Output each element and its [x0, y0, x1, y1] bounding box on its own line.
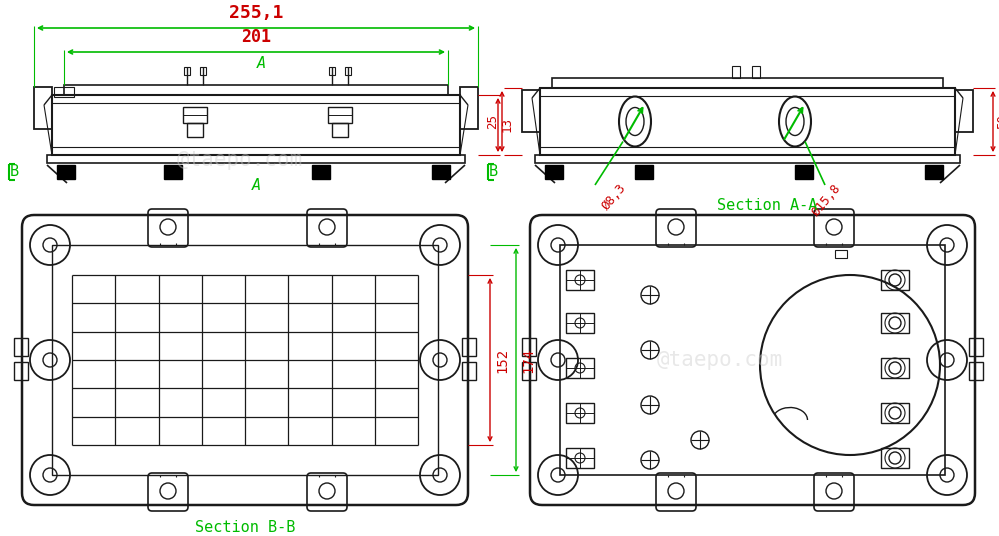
Bar: [881, 403, 909, 423]
Bar: [52, 245, 438, 475]
Text: @taepo.com: @taepo.com: [657, 350, 783, 370]
Bar: [881, 358, 909, 378]
Bar: [969, 362, 983, 380]
Bar: [732, 66, 740, 78]
Text: 255,1: 255,1: [229, 4, 283, 22]
Bar: [462, 362, 476, 380]
Bar: [535, 155, 960, 163]
Bar: [312, 165, 330, 179]
Bar: [566, 403, 594, 423]
Bar: [14, 362, 28, 380]
Bar: [881, 448, 909, 468]
Text: A: A: [252, 177, 261, 192]
Bar: [566, 313, 594, 333]
Bar: [57, 165, 75, 179]
Text: Ø8,3: Ø8,3: [600, 181, 629, 213]
Text: 201: 201: [241, 28, 271, 46]
Text: Section B-B: Section B-B: [195, 519, 295, 534]
Text: 174: 174: [521, 347, 535, 373]
Bar: [552, 78, 943, 88]
Bar: [566, 270, 594, 290]
Text: A: A: [257, 56, 266, 71]
Bar: [329, 67, 335, 75]
Bar: [540, 88, 955, 155]
Text: B: B: [489, 165, 498, 180]
Text: 50: 50: [996, 114, 999, 129]
Bar: [47, 155, 465, 163]
Bar: [332, 123, 348, 137]
Bar: [560, 245, 945, 475]
Text: Ø15,8: Ø15,8: [810, 182, 844, 219]
Text: 152: 152: [495, 347, 509, 373]
Bar: [328, 107, 352, 123]
Bar: [52, 95, 460, 155]
Text: Section A-A: Section A-A: [717, 197, 818, 212]
Bar: [522, 362, 536, 380]
Bar: [925, 165, 943, 179]
Bar: [345, 67, 351, 75]
Bar: [64, 85, 448, 95]
Bar: [566, 358, 594, 378]
Bar: [955, 90, 973, 132]
Text: @taepo.com: @taepo.com: [177, 150, 303, 170]
Bar: [460, 87, 478, 129]
Bar: [14, 338, 28, 356]
Bar: [969, 338, 983, 356]
Bar: [54, 87, 74, 97]
Bar: [183, 107, 207, 123]
Bar: [566, 448, 594, 468]
Text: B: B: [9, 165, 19, 180]
Bar: [635, 165, 653, 179]
Text: 13: 13: [501, 117, 514, 132]
Bar: [522, 338, 536, 356]
Bar: [164, 165, 182, 179]
Bar: [795, 165, 813, 179]
Bar: [200, 67, 206, 75]
Bar: [881, 270, 909, 290]
Bar: [432, 165, 450, 179]
Bar: [545, 165, 563, 179]
Bar: [34, 87, 52, 129]
Bar: [462, 338, 476, 356]
Bar: [835, 250, 847, 258]
Text: 25: 25: [486, 114, 499, 129]
Bar: [881, 313, 909, 333]
Bar: [184, 67, 190, 75]
Bar: [752, 66, 760, 78]
Bar: [522, 90, 540, 132]
Bar: [187, 123, 203, 137]
